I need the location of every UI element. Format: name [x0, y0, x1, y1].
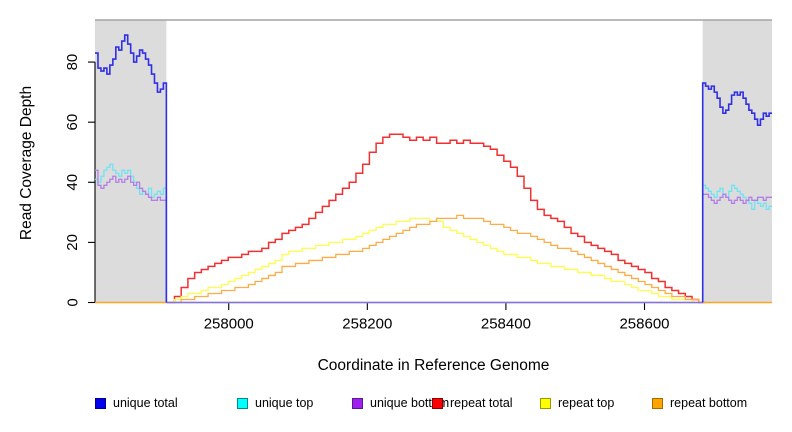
shaded-region: [95, 20, 167, 303]
series-unique-total: [95, 34, 168, 303]
x-tick-label: 258200: [342, 316, 392, 333]
series-repeat-bottom: [167, 214, 706, 304]
y-tick-label: 20: [64, 234, 81, 251]
y-axis-title: Read Coverage Depth: [18, 85, 35, 241]
x-axis-title: Coordinate in Reference Genome: [317, 357, 550, 374]
y-tick-label: 80: [64, 54, 81, 71]
series-unique-bottom: [702, 193, 772, 303]
series-repeat-total: [167, 133, 706, 304]
x-tick-label: 258600: [619, 316, 669, 333]
series-unique-top: [702, 184, 772, 303]
y-tick-label: 0: [64, 298, 81, 306]
series-unique-bottom: [95, 169, 168, 303]
x-tick-label: 258000: [204, 316, 254, 333]
series-unique-total: [701, 82, 772, 303]
x-tick-label: 258400: [481, 316, 531, 333]
y-tick-label: 60: [64, 114, 81, 131]
shaded-region: [702, 20, 772, 303]
y-tick-label: 40: [64, 174, 81, 191]
